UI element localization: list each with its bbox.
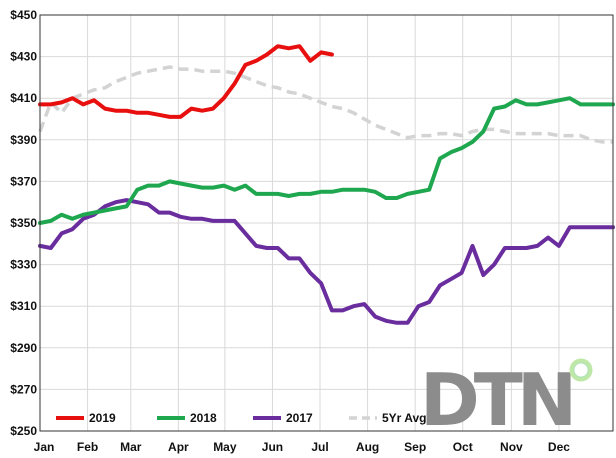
x-tick-label: Mar: [120, 440, 142, 454]
dtn-logo-dot: [569, 358, 593, 382]
dtn-logo-text: DTN: [420, 358, 571, 442]
y-tick-label: $350: [10, 216, 37, 230]
y-tick-label: $410: [10, 91, 37, 105]
series-line-2019: [38, 44, 334, 119]
x-tick-label: Nov: [500, 440, 523, 454]
y-tick-label: $450: [10, 8, 37, 22]
series-line-5yr-avg: [38, 65, 613, 144]
legend-label: 2019: [89, 411, 116, 425]
legend-label: 2018: [190, 411, 217, 425]
series-line-2018: [38, 96, 615, 225]
y-tick-label: $290: [10, 341, 37, 355]
x-tick-label: Oct: [453, 440, 473, 454]
x-tick-label: May: [213, 440, 237, 454]
x-tick-label: Jul: [311, 440, 328, 454]
x-tick-label: Jun: [262, 440, 283, 454]
x-tick-label: Aug: [356, 440, 379, 454]
y-tick-label: $330: [10, 258, 37, 272]
x-tick-label: Jan: [34, 440, 55, 454]
x-tick-label: Apr: [168, 440, 189, 454]
y-axis: $250 $270 $290 $310 $330 $350 $370 $390 $410 $430…: [10, 8, 37, 438]
x-tick-label: Sep: [404, 440, 426, 454]
y-tick-label: $390: [10, 133, 37, 147]
legend-label: 5Yr Avg: [382, 411, 426, 425]
y-tick-label: $370: [10, 174, 37, 188]
y-tick-label: $430: [10, 50, 37, 64]
y-tick-label: $310: [10, 299, 37, 313]
legend-label: 2017: [286, 411, 313, 425]
series-lines: [38, 44, 615, 325]
x-tick-label: Feb: [77, 440, 98, 454]
y-tick-label: $250: [10, 424, 37, 438]
x-axis: Jan Feb Mar Apr May Jun Jul Aug Sep Oct Nov Dec: [34, 440, 571, 454]
y-tick-label: $270: [10, 382, 37, 396]
x-tick-label: Dec: [548, 440, 570, 454]
plot-frame: [39, 14, 614, 432]
series-line-2017: [38, 198, 615, 325]
legend: 2019 2018 2017 5Yr Avg: [56, 411, 426, 425]
dtn-watermark-logo: DTN: [420, 358, 593, 442]
